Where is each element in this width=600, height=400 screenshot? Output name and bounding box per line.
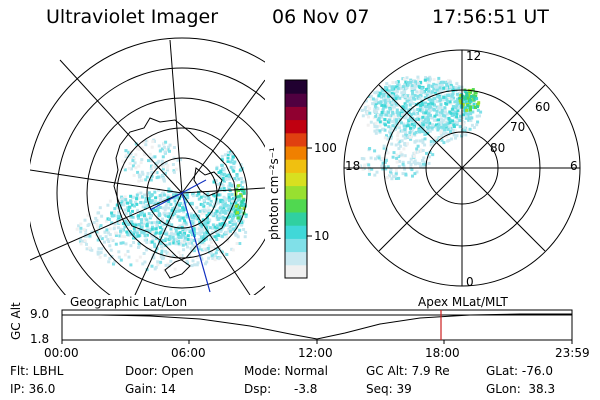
x-tick-0000: 00:00: [44, 346, 79, 360]
glon-info: GLon: 38.3: [486, 382, 556, 396]
lat-circle-inner: [146, 157, 218, 229]
gc-alt-info: GC Alt: 7.9 Re: [366, 364, 450, 378]
mlt-label-18: 18: [345, 159, 360, 173]
mlt-label-6: 6: [570, 159, 578, 173]
left-auroral-image: [75, 138, 248, 272]
y-tick-9: 9.0: [30, 307, 49, 321]
colorbar-cell: [285, 238, 307, 253]
colorbar-cell: [285, 159, 307, 173]
x-tick-1800: 18:00: [425, 346, 460, 360]
altitude-time-panel: Geographic Lat/Lon Apex MLat/MLT GC Alt …: [9, 295, 590, 360]
dsp-value: -3.8: [294, 382, 318, 396]
lat-circle-5: [30, 37, 265, 295]
colorbar-cell: [285, 93, 307, 107]
colorbar-cell: [285, 80, 307, 94]
colorbar-cells: [285, 80, 307, 279]
lat-circle-3: [86, 97, 265, 289]
satellite-track: [181, 192, 211, 293]
mlt-label-12: 12: [466, 49, 481, 63]
geographic-latlon-title: Geographic Lat/Lon: [70, 295, 187, 309]
mlat-label-80: 80: [490, 141, 505, 155]
polar-auroral-image: [358, 75, 483, 181]
ip-info: IP: 36.0: [10, 382, 56, 396]
colorbar-cell: [285, 146, 307, 160]
gc-alt-axis-label: GC Alt: [9, 302, 23, 340]
altitude-curve: [62, 313, 572, 340]
y-tick-1_8: 1.8: [30, 332, 49, 346]
gain-info: Gain: 14: [125, 382, 176, 396]
geographic-meridians: [30, 39, 265, 295]
colorbar-cell: [285, 172, 307, 187]
mlat-label-70: 70: [510, 120, 525, 134]
colorbar-cell: [285, 185, 307, 200]
colorbar-cell: [285, 251, 307, 266]
coastline: [113, 117, 237, 279]
colorbar: 100 10 photon cm⁻²s⁻¹: [267, 79, 337, 279]
mode-info: Mode: Normal: [244, 364, 328, 378]
mlat-label-60: 60: [535, 100, 550, 114]
polar-plot: 12 6 0 18 60 70 80: [343, 49, 581, 289]
colorbar-cell: [285, 225, 307, 239]
colorbar-cell: [285, 198, 307, 213]
glat-info: GLat: -76.0: [486, 364, 553, 378]
colorbar-cell: [285, 132, 307, 147]
dsp-label: Dsp:: [244, 382, 272, 396]
apex-mlat-mlt-title: Apex MLat/MLT: [418, 295, 508, 309]
observation-time: 17:56:51 UT: [432, 6, 549, 28]
instrument-title: Ultraviolet Imager: [46, 6, 219, 28]
coastline-peninsula: [193, 167, 223, 197]
lat-circle-2: [116, 127, 248, 259]
seq-info: Seq: 39: [366, 382, 412, 396]
x-tick-1200: 12:00: [298, 346, 333, 360]
colorbar-cell: [285, 106, 307, 121]
colorbar-unit-label: photon cm⁻²s⁻¹: [267, 147, 281, 240]
colorbar-cell: [285, 264, 307, 279]
terminator-line: [149, 179, 207, 211]
colorbar-cell: [285, 119, 307, 134]
colorbar-cell: [285, 212, 307, 226]
colorbar-frame: [284, 79, 308, 279]
polar-grid-lines: [344, 50, 580, 286]
left-map-clip: [30, 37, 265, 295]
colorbar-label-100: 100: [314, 141, 337, 155]
observation-date: 06 Nov 07: [272, 6, 370, 28]
colorbar-label-10: 10: [314, 229, 329, 243]
x-tick-0600: 06:00: [171, 346, 206, 360]
mlt-label-0: 0: [466, 275, 474, 289]
geographic-map: [30, 37, 265, 295]
lat-circle-4: [56, 67, 265, 295]
door-info: Door: Open: [125, 364, 194, 378]
filter-info: Flt: LBHL: [10, 364, 64, 378]
geographic-latitude-circles: [30, 37, 265, 295]
x-tick-2359: 23:59: [555, 346, 590, 360]
